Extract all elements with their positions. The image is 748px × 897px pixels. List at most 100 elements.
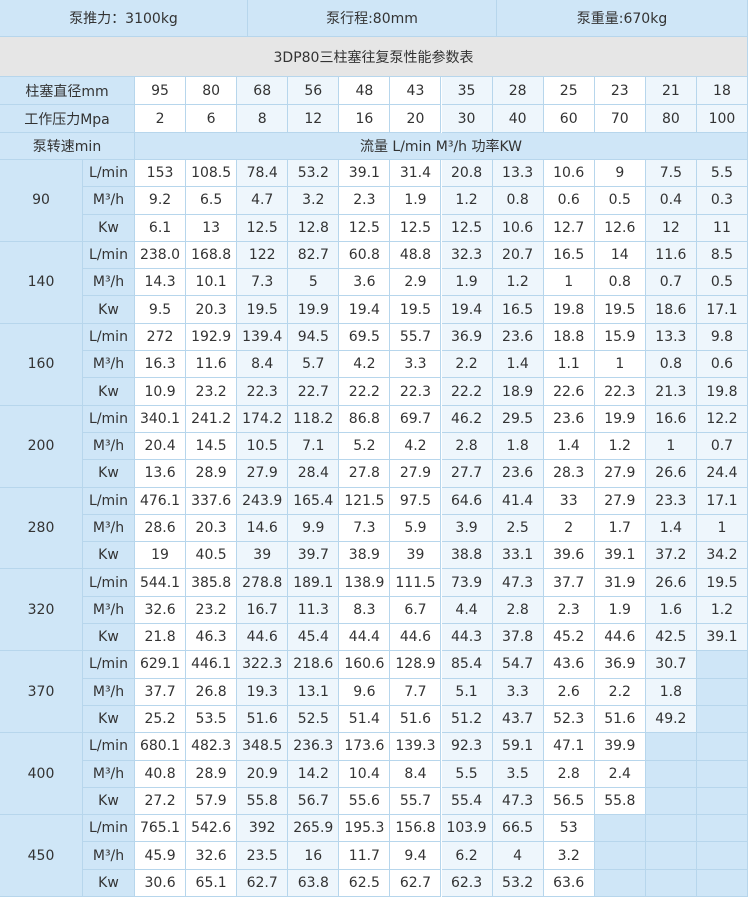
value-cell: 23.6: [492, 460, 544, 488]
value-cell: 12.7: [543, 214, 595, 242]
value-cell: 30.7: [645, 651, 697, 679]
value-cell: 2.3: [339, 187, 391, 215]
value-cell: 56.7: [288, 787, 340, 816]
value-cell: 13.3: [645, 323, 697, 352]
value-cell: 51.2: [441, 705, 493, 734]
value-cell: 0.8: [594, 269, 646, 297]
value-cell: 63.6: [543, 869, 595, 897]
value-cell: 15.9: [594, 323, 646, 352]
value-cell: 4: [492, 842, 544, 870]
speed-cell: 280: [0, 487, 83, 570]
empty-cell: [645, 787, 697, 816]
value-cell: 12.5: [237, 214, 289, 242]
value-cell: 2.8: [543, 760, 595, 788]
value-cell: 24.4: [696, 460, 748, 488]
value-cell: 7.7: [390, 678, 442, 706]
value-cell: 629.1: [135, 651, 187, 679]
value-cell: 44.3: [441, 624, 493, 652]
value-cell: 28.4: [288, 460, 340, 488]
unit-cell: M³/h: [83, 432, 135, 461]
caption: 流量 L/min M³/h 功率KW: [135, 133, 748, 160]
unit-cell: L/min: [83, 241, 135, 270]
spec-cell: 泵行程:80mm: [248, 0, 497, 37]
value-cell: 6.5: [186, 187, 238, 215]
value-cell: 22.6: [543, 378, 595, 406]
value-cell: 20.3: [186, 514, 238, 543]
value-cell: 12.2: [696, 405, 748, 433]
value-cell: 2.2: [594, 678, 646, 706]
value-cell: 55.8: [594, 787, 646, 816]
value-cell: 20: [390, 105, 442, 133]
value-cell: 1.1: [543, 351, 595, 379]
value-cell: 95: [135, 77, 187, 105]
value-cell: 238.0: [135, 241, 187, 270]
value-cell: 16: [288, 842, 340, 870]
value-cell: 12.5: [339, 214, 391, 242]
value-cell: 22.3: [237, 378, 289, 406]
value-cell: 62.7: [390, 869, 442, 897]
value-cell: 46.3: [186, 624, 238, 652]
value-cell: 16.6: [645, 405, 697, 433]
value-cell: 25.2: [135, 705, 187, 734]
value-cell: 4.2: [339, 351, 391, 379]
empty-cell: [696, 760, 748, 788]
value-cell: 10.6: [543, 160, 595, 188]
value-cell: 23.2: [186, 596, 238, 625]
value-cell: 36.9: [441, 323, 493, 352]
value-cell: 5.7: [288, 351, 340, 379]
value-cell: 51.6: [237, 705, 289, 734]
value-cell: 2.8: [492, 596, 544, 625]
value-cell: 22.2: [339, 378, 391, 406]
value-cell: 29.5: [492, 405, 544, 433]
value-cell: 86.8: [339, 405, 391, 433]
value-cell: 5.5: [696, 160, 748, 188]
value-cell: 66.5: [492, 815, 544, 843]
value-cell: 241.2: [186, 405, 238, 433]
value-cell: 43: [390, 77, 442, 105]
value-cell: 9.5: [135, 296, 187, 324]
value-cell: 27.8: [339, 460, 391, 488]
value-cell: 7.5: [645, 160, 697, 188]
value-cell: 23.5: [237, 842, 289, 870]
value-cell: 28.6: [135, 514, 187, 543]
value-cell: 17.1: [696, 296, 748, 324]
value-cell: 30: [441, 105, 493, 133]
empty-cell: [645, 869, 697, 897]
value-cell: 103.9: [441, 815, 493, 843]
value-cell: 13.1: [288, 678, 340, 706]
value-cell: 37.2: [645, 542, 697, 570]
value-cell: 85.4: [441, 651, 493, 679]
value-cell: 121.5: [339, 487, 391, 515]
value-cell: 19.8: [696, 378, 748, 406]
value-cell: 21: [645, 77, 697, 105]
value-cell: 40.5: [186, 542, 238, 570]
value-cell: 7.1: [288, 432, 340, 461]
value-cell: 337.6: [186, 487, 238, 515]
value-cell: 2: [543, 514, 595, 543]
value-cell: 6.1: [135, 214, 187, 242]
value-cell: 5.5: [441, 760, 493, 788]
value-cell: 1.4: [543, 432, 595, 461]
value-cell: 13: [186, 214, 238, 242]
value-cell: 64.6: [441, 487, 493, 515]
value-cell: 9.6: [339, 678, 391, 706]
empty-cell: [645, 760, 697, 788]
value-cell: 51.6: [390, 705, 442, 734]
value-cell: 9.2: [135, 187, 187, 215]
value-cell: 39.6: [543, 542, 595, 570]
value-cell: 92.3: [441, 733, 493, 761]
row-label: 柱塞直径mm: [0, 77, 135, 105]
value-cell: 20.7: [492, 241, 544, 270]
unit-cell: Kw: [83, 214, 135, 242]
value-cell: 340.1: [135, 405, 187, 433]
value-cell: 27.9: [390, 460, 442, 488]
value-cell: 6.7: [390, 596, 442, 625]
value-cell: 44.6: [390, 624, 442, 652]
value-cell: 44.4: [339, 624, 391, 652]
value-cell: 18.8: [543, 323, 595, 352]
value-cell: 100: [696, 105, 748, 133]
value-cell: 28.9: [186, 460, 238, 488]
value-cell: 2.9: [390, 269, 442, 297]
value-cell: 2.5: [492, 514, 544, 543]
value-cell: 10.1: [186, 269, 238, 297]
